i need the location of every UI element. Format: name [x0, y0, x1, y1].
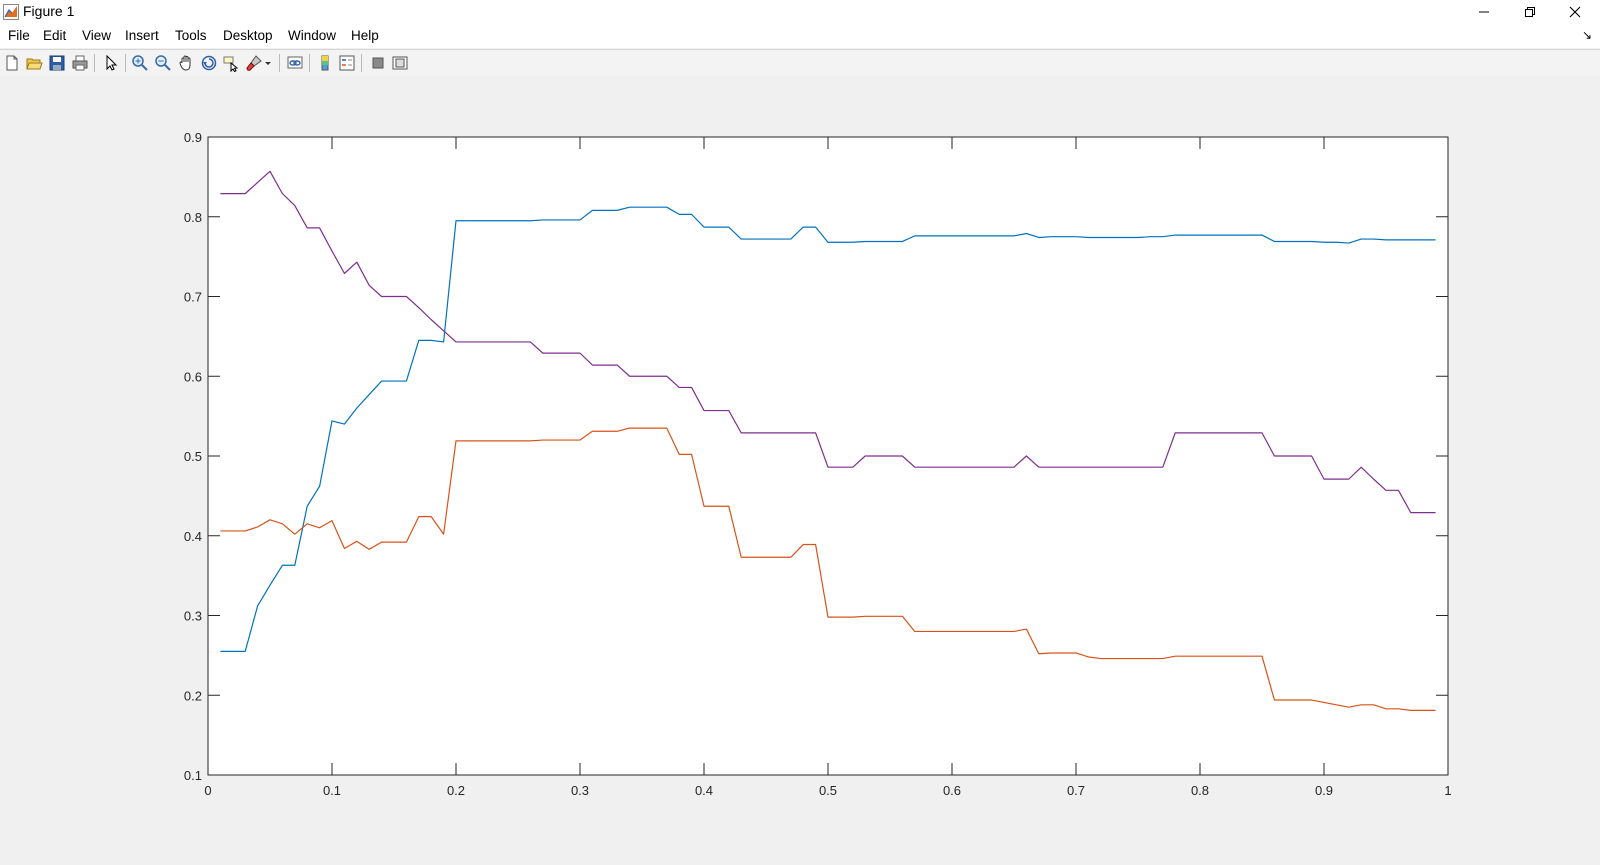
- series-line-1: [220, 206, 1436, 652]
- zoom-in-icon[interactable]: [131, 54, 149, 72]
- x-tick-label: 0.2: [447, 783, 465, 798]
- window-title: Figure 1: [23, 3, 75, 19]
- x-tick-label: 0.6: [943, 783, 961, 798]
- y-tick-label: 0.1: [184, 768, 202, 783]
- hide-plot-tools-icon[interactable]: [369, 54, 387, 72]
- series-line-3: [220, 170, 1436, 514]
- figure-toolbar: [0, 49, 1600, 77]
- toolbar-separator: [361, 54, 362, 72]
- brush-icon[interactable]: [245, 54, 263, 72]
- menu-tools[interactable]: Tools: [175, 28, 207, 43]
- minimize-icon: [1479, 11, 1489, 13]
- x-tick-label: 0.1: [323, 783, 341, 798]
- x-tick-label: 0.7: [1067, 783, 1085, 798]
- legend-icon[interactable]: [338, 54, 356, 72]
- minimize-button[interactable]: [1462, 0, 1506, 24]
- line-chart: 0 0.1 0.2 0.3 0.4 0.5 0.6 0.7 0.8 0.9 10.10.20.30.…: [184, 130, 1452, 798]
- x-tick-label: 0.3: [571, 783, 589, 798]
- y-tick-label: 0.4: [184, 529, 202, 544]
- show-plot-tools-icon[interactable]: [391, 54, 409, 72]
- data-cursor-icon[interactable]: [222, 54, 240, 72]
- pointer-icon[interactable]: [102, 54, 120, 72]
- open-file-icon[interactable]: [25, 54, 43, 72]
- menu-view[interactable]: View: [82, 28, 112, 43]
- matlab-app-icon: [3, 4, 19, 20]
- brush-dropdown-icon[interactable]: [263, 54, 273, 72]
- toolbar-separator: [94, 54, 95, 72]
- new-figure-icon[interactable]: [3, 54, 21, 72]
- menu-desktop[interactable]: Desktop: [223, 28, 273, 43]
- zoom-out-icon[interactable]: [154, 54, 172, 72]
- pan-icon[interactable]: [177, 54, 195, 72]
- link-plot-icon[interactable]: [286, 54, 304, 72]
- y-tick-label: 0.9: [184, 130, 202, 145]
- toolbar-separator: [309, 54, 310, 72]
- series-line-2: [220, 427, 1436, 712]
- plot-area: [208, 137, 1448, 775]
- y-tick-label: 0.3: [184, 609, 202, 624]
- axes-box: [207, 136, 1449, 776]
- y-tick-label: 0.7: [184, 290, 202, 305]
- toolbar-separator: [125, 54, 126, 72]
- rotate-3d-icon[interactable]: [200, 54, 218, 72]
- x-tick-label: 0.8: [1191, 783, 1209, 798]
- menu-file[interactable]: File: [8, 28, 30, 43]
- toolbar-separator: [279, 54, 280, 72]
- print-icon[interactable]: [71, 54, 89, 72]
- menu-window[interactable]: Window: [288, 28, 337, 43]
- close-icon: [1569, 6, 1581, 18]
- menu-bar: File Edit View Insert Tools Desktop Wind…: [0, 24, 1600, 48]
- restore-icon: [1525, 7, 1535, 17]
- window-title-bar: Figure 1: [0, 0, 1600, 24]
- x-tick-label: 0.9: [1315, 783, 1333, 798]
- colorbar-icon[interactable]: [316, 54, 334, 72]
- x-tick-label: 0.4: [695, 783, 713, 798]
- y-tick-label: 0.6: [184, 369, 202, 384]
- y-tick-label: 0.2: [184, 688, 202, 703]
- x-tick-label: 0: [204, 783, 211, 798]
- x-tick-label: 0.5: [819, 783, 837, 798]
- undock-icon[interactable]: ↘: [1581, 28, 1592, 42]
- menu-insert[interactable]: Insert: [125, 28, 159, 43]
- menu-edit[interactable]: Edit: [43, 28, 67, 43]
- menu-help[interactable]: Help: [351, 28, 379, 43]
- y-tick-label: 0.8: [184, 210, 202, 225]
- restore-button[interactable]: [1508, 0, 1552, 24]
- close-button[interactable]: [1553, 0, 1597, 24]
- x-tick-label: 1: [1444, 783, 1451, 798]
- save-icon[interactable]: [48, 54, 66, 72]
- y-tick-label: 0.5: [184, 449, 202, 464]
- figure-canvas: 0 0.1 0.2 0.3 0.4 0.5 0.6 0.7 0.8 0.9 1 0.1 0.2 0.3 0.…: [0, 76, 1600, 860]
